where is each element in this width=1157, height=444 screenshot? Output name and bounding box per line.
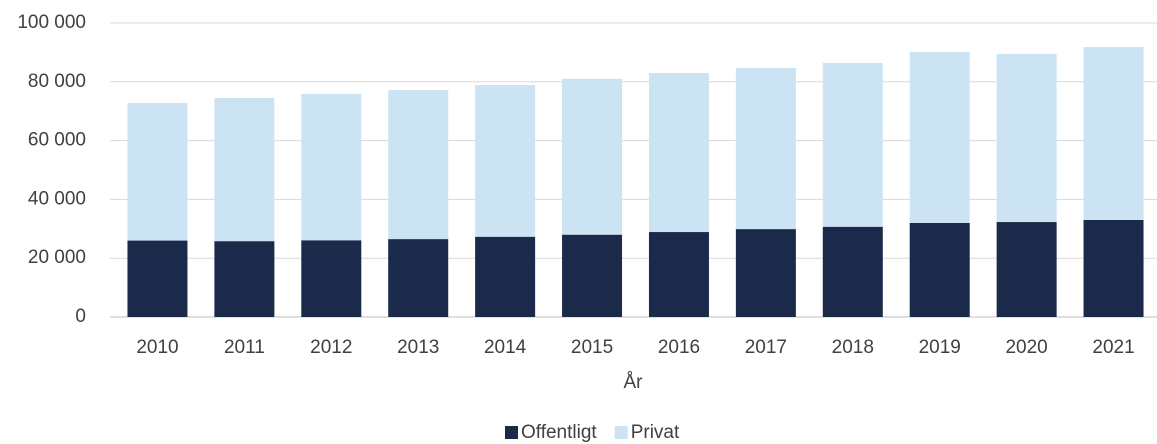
x-tick-label: 2021 (1092, 337, 1134, 358)
x-tick-label: 2014 (484, 337, 527, 358)
legend-swatch (614, 426, 628, 439)
bar-segment (301, 93, 362, 241)
x-tick-label: 2019 (919, 337, 961, 358)
bar-segment (475, 85, 536, 237)
bar-segment (648, 72, 709, 233)
x-tick-label: 2016 (658, 337, 700, 358)
legend-label: Offentligt (521, 422, 597, 443)
bar-segment (127, 240, 188, 317)
bar-segment (909, 222, 970, 317)
bar-segment (735, 67, 796, 230)
y-tick-label: 20 000 (28, 247, 86, 268)
y-tick-label: 100 000 (17, 12, 86, 33)
x-tick-label: 2012 (310, 337, 352, 358)
x-tick-label: 2020 (1005, 337, 1047, 358)
bar-segment (822, 62, 883, 227)
y-tick-label: 40 000 (28, 188, 86, 209)
bar-segment (735, 229, 796, 317)
x-tick-label: 2011 (224, 337, 265, 358)
legend-swatch (505, 426, 518, 439)
bar-segment (301, 240, 362, 317)
bar-segment (648, 232, 709, 317)
x-tick-label: 2018 (832, 337, 874, 358)
bar-segment (1083, 219, 1144, 317)
x-tick-label: 2010 (136, 337, 178, 358)
bar-segment (1083, 47, 1144, 220)
bar-segment (388, 90, 449, 240)
bar-segment (562, 78, 623, 235)
bar-segment (388, 239, 449, 317)
bar-segment (996, 222, 1057, 317)
legend-label: Privat (631, 422, 680, 443)
x-tick-label: 2013 (397, 337, 439, 358)
bar-segment (127, 102, 188, 241)
bar-segment (214, 241, 275, 317)
x-tick-label: 2015 (571, 337, 613, 358)
bar-segment (822, 226, 883, 317)
x-tick-label: 2017 (745, 337, 787, 358)
bar-segment (562, 234, 623, 317)
bar-segment (996, 53, 1057, 223)
bar-segment (909, 52, 970, 223)
y-tick-label: 80 000 (28, 71, 86, 92)
bar-segment (475, 236, 536, 317)
y-tick-label: 0 (75, 306, 86, 327)
bar-segment (214, 97, 275, 242)
y-tick-label: 60 000 (28, 130, 86, 151)
x-axis-title: År (624, 372, 644, 393)
